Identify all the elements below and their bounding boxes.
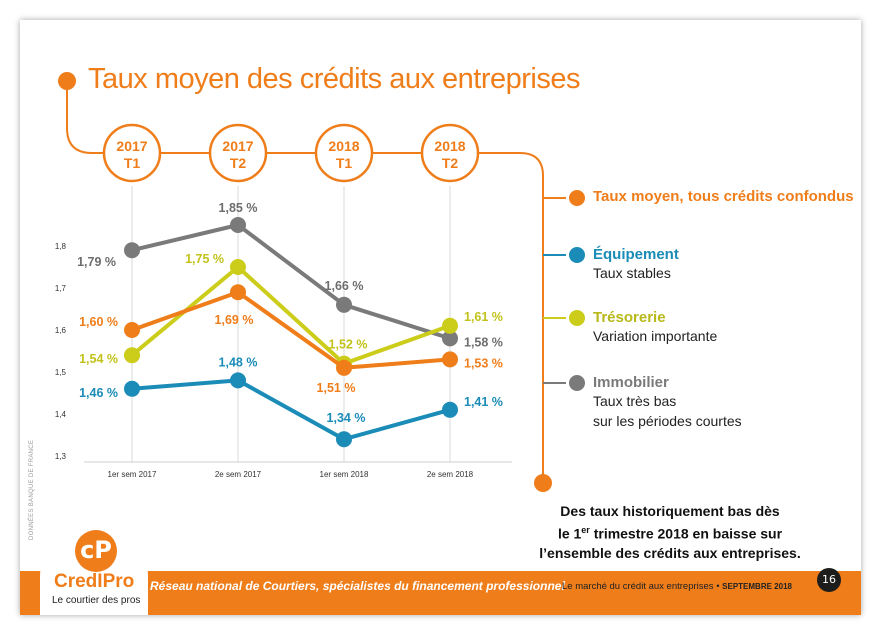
conclusion-line-2: le 1er trimestre 2018 en baisse sur — [557, 525, 783, 542]
data-label-yellow: 1,52 % — [329, 338, 368, 352]
data-label-gray: 1,66 % — [325, 279, 364, 293]
data-label-gray: 1,58 % — [464, 335, 503, 349]
footer-publication-date: SEPTEMBRE 2018 — [722, 582, 792, 591]
legend-item-title: Immobilier — [593, 374, 669, 391]
data-point-orange — [442, 351, 458, 368]
data-label-blue: 1,48 % — [219, 355, 258, 369]
logo-name: CredIPro — [54, 571, 135, 592]
data-label-yellow: 1,61 % — [464, 310, 503, 324]
logo-icon: cP — [75, 530, 117, 572]
legend-dot-main — [569, 190, 585, 206]
legend-main: Taux moyen, tous crédits confondus — [593, 188, 854, 205]
period-badge-1: 2017 T2 — [208, 123, 268, 183]
conclusion-line-1: Des taux historiquement bas dès — [560, 503, 780, 519]
plot-area: 1,3 1,4 1,5 1,6 1,7 1,8 1er sem 2017 2e sem 201… — [55, 186, 512, 479]
data-point-gray — [230, 217, 246, 233]
legend-dot-yellow — [569, 310, 585, 326]
data-label-blue: 1,46 % — [79, 386, 118, 400]
data-label-orange: 1,51 % — [317, 381, 356, 395]
series-line-blue — [131, 378, 451, 442]
legend-item-title: Trésorerie — [593, 309, 666, 326]
data-label-yellow: 1,75 % — [185, 252, 224, 266]
data-label-orange: 1,53 % — [464, 356, 503, 370]
period-year-3: 2018 — [434, 138, 465, 154]
data-point-gray — [442, 330, 458, 347]
page-number: 16 — [817, 568, 841, 592]
footer-tagline: Réseau national de Courtiers, spécialist… — [150, 579, 565, 593]
page-title: Taux moyen des crédits aux entreprises — [88, 63, 580, 95]
data-point-gray — [336, 296, 352, 313]
data-label-yellow: 1,54 % — [79, 352, 118, 366]
conclusion-line-3: l’ensemble des crédits aux entreprises. — [539, 544, 801, 561]
data-point-blue — [442, 401, 458, 418]
legend-item-equipement: Équipement Taux stables — [593, 246, 679, 283]
y-tick-label: 1,3 — [55, 452, 67, 461]
period-quarter-3: T2 — [442, 155, 459, 171]
period-quarter-1: T2 — [230, 155, 247, 171]
y-tick-label: 1,5 — [55, 368, 67, 377]
legend-item-title: Équipement — [593, 246, 679, 263]
series-line-orange — [131, 290, 451, 370]
conclusion-bullet — [534, 474, 552, 492]
logo-tagline: Le courtier des pros — [52, 595, 141, 606]
data-point-blue — [336, 431, 352, 448]
data-point-yellow — [442, 317, 458, 334]
footer-bar — [20, 571, 861, 615]
x-tick-label: 2e sem 2018 — [427, 470, 474, 479]
y-tick-label: 1,4 — [55, 410, 67, 419]
data-point-orange — [124, 322, 140, 338]
period-badge-2: 2018 T1 — [314, 123, 374, 183]
data-point-gray — [124, 242, 140, 259]
period-quarter-2: T1 — [336, 155, 353, 171]
data-point-orange — [230, 284, 246, 301]
period-year-0: 2017 — [116, 138, 147, 154]
data-point-yellow — [124, 347, 140, 364]
x-tick-label: 2e sem 2017 — [215, 470, 262, 479]
data-label-gray: 1,85 % — [219, 201, 258, 215]
period-quarter-0: T1 — [124, 155, 141, 171]
footer-publication: Le marché du crédit aux entreprises • SE… — [562, 581, 792, 592]
legend-dot-blue — [569, 247, 585, 263]
legend-main-label: Taux moyen, tous crédits confondus — [593, 188, 854, 205]
series-line-gray — [131, 223, 451, 341]
x-tick-label: 1er sem 2018 — [320, 470, 369, 479]
data-label-blue: 1,34 % — [327, 411, 366, 425]
y-tick-label: 1,6 — [55, 326, 67, 335]
page-card — [20, 20, 861, 615]
timeline-connector — [66, 81, 544, 475]
source-note: DONNÉES BANQUE DE FRANCE — [29, 439, 35, 540]
data-label-orange: 1,69 % — [215, 313, 254, 327]
period-year-1: 2017 — [222, 138, 253, 154]
legend-item-desc: Taux très bas sur les périodes courtes — [593, 393, 742, 429]
data-point-blue — [124, 380, 140, 397]
data-label-gray: 1,79 % — [77, 255, 116, 269]
legend-item-desc: Variation importante — [593, 328, 718, 344]
y-tick-label: 1,8 — [55, 242, 67, 251]
period-badge-3: 2018 T2 — [420, 123, 480, 183]
conclusion-text: Des taux historiquement bas dès le 1er t… — [520, 502, 820, 563]
data-point-orange — [336, 359, 352, 376]
y-tick-label: 1,7 — [55, 284, 67, 293]
footer-publication-text: Le marché du crédit aux entreprises • — [562, 581, 720, 592]
legend-item-immobilier: Immobilier Taux très bas sur les période… — [593, 374, 742, 431]
data-point-blue — [230, 372, 246, 389]
data-label-orange: 1,60 % — [79, 315, 118, 329]
legend-item-desc: Taux stables — [593, 265, 671, 281]
period-badge-0: 2017 T1 — [102, 123, 162, 183]
data-label-blue: 1,41 % — [464, 395, 503, 409]
data-point-yellow — [230, 259, 246, 275]
legend-dot-gray — [569, 375, 585, 391]
period-year-2: 2018 — [328, 138, 359, 154]
x-tick-label: 1er sem 2017 — [108, 470, 157, 479]
series-line-yellow — [130, 265, 451, 366]
legend-item-tresorerie: Trésorerie Variation importante — [593, 309, 717, 346]
legend-connector — [543, 197, 566, 384]
